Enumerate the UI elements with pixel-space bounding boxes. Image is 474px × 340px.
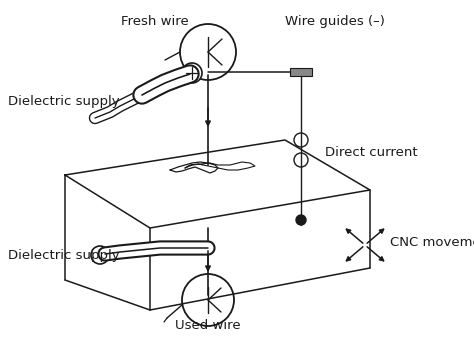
Bar — [290, 68, 312, 76]
Circle shape — [91, 246, 109, 264]
Text: CNC movement: CNC movement — [390, 237, 474, 250]
Circle shape — [296, 215, 306, 225]
Circle shape — [182, 63, 202, 83]
Text: Fresh wire: Fresh wire — [121, 15, 189, 28]
Text: Wire guides (–): Wire guides (–) — [285, 15, 385, 28]
Text: Direct current: Direct current — [325, 146, 418, 158]
Text: Dielectric supply: Dielectric supply — [8, 96, 119, 108]
Text: Dielectric supply: Dielectric supply — [8, 249, 119, 261]
Text: Used wire: Used wire — [175, 319, 241, 332]
